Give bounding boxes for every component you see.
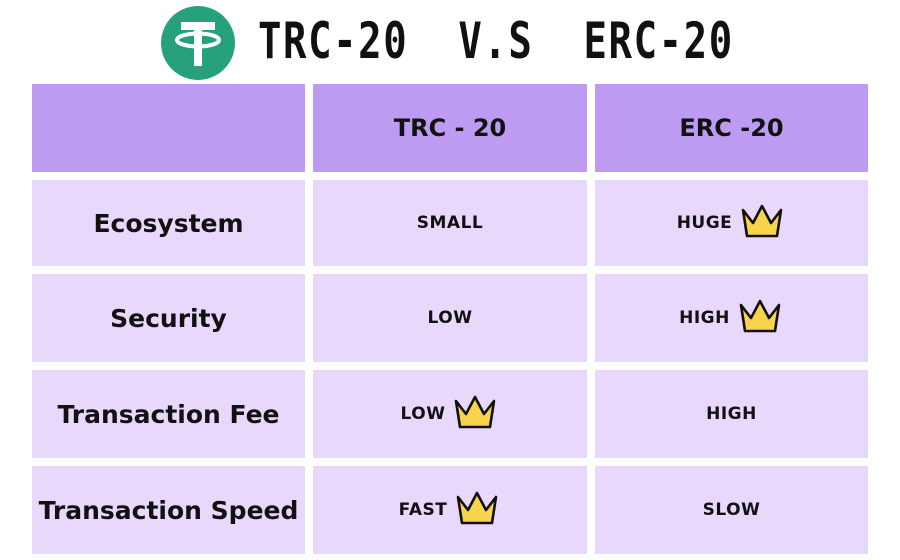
erc-value: HIGH xyxy=(679,308,730,328)
header-cell-trc20: TRC - 20 xyxy=(313,84,587,172)
erc-value-cell: HUGE xyxy=(595,180,868,266)
header-cell-empty xyxy=(32,84,305,172)
trc-value-cell: FAST xyxy=(313,466,587,554)
header: TRC-20 V.S ERC-20 xyxy=(0,0,900,84)
tether-logo-icon xyxy=(161,6,235,80)
crown-icon xyxy=(739,299,781,333)
row-label-cell: Transaction Fee xyxy=(32,370,305,458)
trc-value-cell: SMALL xyxy=(313,180,587,266)
row-label: Transaction Speed xyxy=(38,495,299,525)
row-label: Transaction Fee xyxy=(57,399,280,429)
trc-value: LOW xyxy=(400,404,446,424)
trc-value-cell: LOW xyxy=(313,274,587,362)
crown-icon xyxy=(455,395,496,429)
erc-value: HUGE xyxy=(676,213,733,233)
erc-value-cell: SLOW xyxy=(595,466,868,554)
crown-icon xyxy=(457,491,498,525)
header-cell-erc20: ERC -20 xyxy=(595,84,868,172)
trc-value-cell: LOW xyxy=(313,370,587,458)
header-label-erc20: ERC -20 xyxy=(679,114,784,142)
row-label-cell: Ecosystem xyxy=(32,180,305,266)
erc-value: SLOW xyxy=(702,500,761,520)
header-label-trc20: TRC - 20 xyxy=(393,114,507,142)
trc-value: LOW xyxy=(427,308,473,328)
row-label: Ecosystem xyxy=(93,208,244,238)
page-title: TRC-20 V.S ERC-20 xyxy=(258,12,734,70)
trc-value: FAST xyxy=(398,500,448,520)
row-label-cell: Transaction Speed xyxy=(32,466,305,554)
comparison-table: TRC - 20 ERC -20 Ecosystem SMALL HUGE Se… xyxy=(32,84,868,554)
row-label: Security xyxy=(110,303,227,333)
erc-value-cell: HIGH xyxy=(595,274,868,362)
erc-value-cell: HIGH xyxy=(595,370,868,458)
row-label-cell: Security xyxy=(32,274,305,362)
crown-icon xyxy=(741,204,783,238)
erc-value: HIGH xyxy=(706,404,757,424)
trc-value: SMALL xyxy=(416,213,484,233)
